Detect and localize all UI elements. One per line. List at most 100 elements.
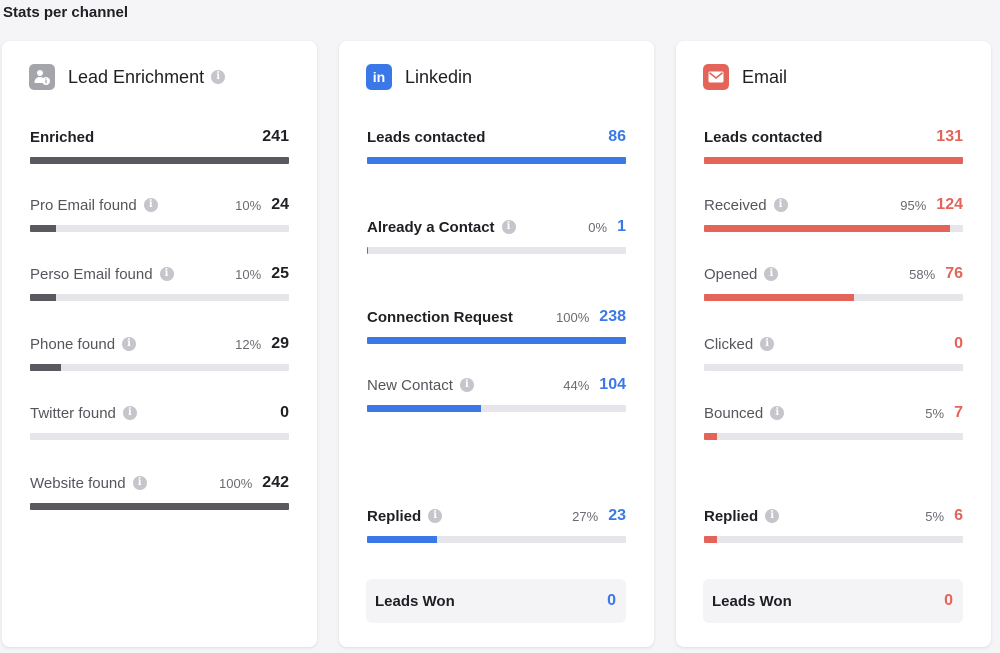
metric-percent: 95%: [900, 197, 927, 213]
progress-fill: [367, 536, 437, 543]
metric-clicked: Clicked i 0: [704, 334, 963, 374]
progress-fill: [704, 225, 951, 232]
metric-percent: 5%: [925, 508, 945, 524]
metric-value: 104: [599, 376, 626, 393]
info-icon[interactable]: i: [770, 406, 785, 420]
metric-label: Enriched: [30, 128, 95, 146]
metric-value: 0: [280, 404, 289, 421]
linkedin-icon: in: [366, 64, 392, 90]
progress-bar: [30, 294, 289, 301]
metric-twitter-found: Twitter found i 0: [30, 403, 289, 443]
info-icon[interactable]: i: [773, 198, 788, 212]
card-header: Email: [703, 64, 787, 90]
progress-fill: [704, 433, 717, 440]
info-icon[interactable]: i: [122, 406, 137, 420]
metric-label: Website found i: [30, 473, 147, 493]
info-icon[interactable]: i: [211, 70, 226, 84]
metric-value: 24: [271, 196, 289, 213]
metric-percent: 5%: [925, 405, 945, 421]
leads-won-value: 0: [607, 592, 616, 609]
metric-label: Bounced i: [704, 403, 785, 423]
info-icon[interactable]: i: [143, 198, 158, 212]
info-icon[interactable]: i: [764, 267, 779, 281]
progress-fill: [367, 337, 626, 344]
leads-won-box: Leads Won 0: [366, 579, 626, 623]
metric-label: Leads contacted: [367, 128, 486, 146]
metric-enriched: Enriched 241: [30, 127, 289, 167]
progress-bar: [704, 364, 963, 371]
metric-percent: 27%: [572, 508, 599, 524]
progress-bar: [704, 225, 963, 232]
metric-opened: Opened i 58% 76: [704, 264, 963, 304]
metric-percent: 44%: [563, 377, 590, 393]
progress-bar: [704, 536, 963, 543]
metric-replied: Replied i 5% 6: [704, 506, 963, 546]
info-icon[interactable]: i: [765, 509, 780, 523]
progress-bar: [704, 294, 963, 301]
progress-fill: [704, 536, 717, 543]
metric-label: Leads contacted: [704, 128, 823, 146]
metric-value: 131: [936, 128, 963, 145]
info-icon[interactable]: i: [132, 476, 147, 490]
metric-percent: 100%: [556, 309, 590, 325]
leads-won-box: Leads Won 0: [703, 579, 963, 623]
metric-replied: Replied i 27% 23: [367, 506, 626, 546]
progress-bar: [30, 225, 289, 232]
metric-percent: 10%: [235, 266, 262, 282]
metric-value: 238: [599, 308, 626, 325]
progress-bar: [367, 405, 626, 412]
metric-label: Opened i: [704, 264, 779, 284]
progress-fill: [704, 157, 963, 164]
card-header: Lead Enrichment i: [29, 64, 226, 90]
metric-leads-contacted: Leads contacted 86: [367, 127, 626, 167]
info-icon[interactable]: i: [760, 337, 775, 351]
metric-value: 76: [945, 265, 963, 282]
progress-fill: [30, 503, 289, 510]
metric-value: 23: [608, 507, 626, 524]
info-icon[interactable]: i: [122, 337, 137, 351]
leads-won-label: Leads Won: [375, 592, 455, 610]
progress-bar: [367, 157, 626, 164]
leads-won-label: Leads Won: [712, 592, 792, 610]
info-icon[interactable]: i: [428, 509, 443, 523]
metric-phone-found: Phone found i 12% 29: [30, 334, 289, 374]
metric-value: 124: [936, 196, 963, 213]
metric-value: 7: [954, 404, 963, 421]
progress-fill: [367, 405, 481, 412]
metric-percent: 58%: [909, 266, 936, 282]
metric-label: Already a Contact i: [367, 217, 516, 237]
email-card: Email Leads contacted 131 Received i 95% 1…: [676, 41, 991, 647]
metric-label: Phone found i: [30, 334, 137, 354]
progress-bar: [367, 536, 626, 543]
progress-bar: [367, 337, 626, 344]
progress-fill: [30, 225, 56, 232]
metric-value: 86: [608, 128, 626, 145]
progress-fill: [704, 294, 855, 301]
metric-label: Perso Email found i: [30, 264, 174, 284]
metric-percent: 0%: [588, 219, 608, 235]
progress-bar: [704, 433, 963, 440]
metric-label: Twitter found i: [30, 403, 137, 423]
metric-received: Received i 95% 124: [704, 195, 963, 235]
card-title: Linkedin: [405, 66, 473, 87]
metric-label: Replied i: [704, 506, 780, 526]
progress-bar: [367, 247, 626, 254]
linkedin-card: in Linkedin Leads contacted 86 Already a…: [339, 41, 654, 647]
progress-bar: [704, 157, 963, 164]
metric-connection-request: Connection Request 100% 238: [367, 307, 626, 347]
metric-value: 0: [954, 335, 963, 352]
metric-value: 1: [617, 218, 626, 235]
metric-website-found: Website found i 100% 242: [30, 473, 289, 513]
metric-percent: 12%: [235, 336, 262, 352]
progress-fill: [30, 294, 56, 301]
info-icon[interactable]: i: [159, 267, 174, 281]
metric-label: Connection Request: [367, 308, 513, 326]
info-icon[interactable]: i: [501, 220, 516, 234]
progress-bar: [30, 364, 289, 371]
metric-percent: 10%: [235, 197, 262, 213]
card-title: Email: [742, 66, 788, 87]
info-icon[interactable]: i: [459, 378, 474, 392]
page-title: Stats per channel: [3, 4, 129, 21]
card-header: in Linkedin: [366, 64, 472, 90]
progress-bar: [30, 157, 289, 164]
